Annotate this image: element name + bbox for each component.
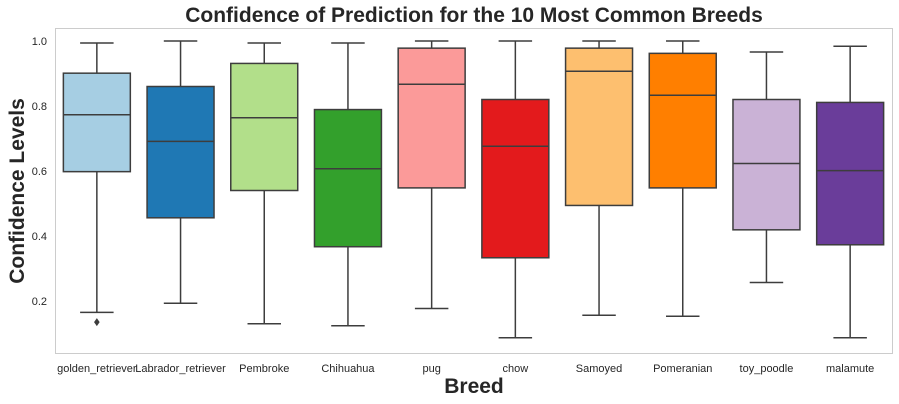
y-tick-label: 0.2 xyxy=(32,296,47,308)
x-tick-label: golden_retriever xyxy=(57,363,137,375)
outlier-point xyxy=(94,318,100,327)
x-tick-label: chow xyxy=(503,363,529,375)
box-Pembroke xyxy=(230,42,299,325)
y-axis-ticks: 0.2 0.4 0.6 0.8 1.0 xyxy=(32,36,47,308)
x-tick-label: Samoyed xyxy=(576,363,622,375)
x-tick-label: Chihuahua xyxy=(321,363,375,375)
box-toy_poodle xyxy=(732,51,801,284)
box-Chihuahua xyxy=(313,42,383,327)
y-tick-label: 0.6 xyxy=(32,166,47,178)
box-chow xyxy=(481,40,550,339)
iqr-box xyxy=(313,108,383,248)
box-malamute xyxy=(815,45,885,339)
x-axis-label: Breed xyxy=(444,375,504,398)
iqr-box xyxy=(648,52,717,189)
x-tick-label: Pembroke xyxy=(239,363,289,375)
iqr-box xyxy=(397,47,466,189)
x-tick-label: malamute xyxy=(826,363,874,375)
box-Labrador_retriever xyxy=(146,40,215,305)
iqr-box xyxy=(481,98,550,259)
boxes-layer xyxy=(62,40,885,339)
chart-title: Confidence of Prediction for the 10 Most… xyxy=(185,4,763,27)
box-pug xyxy=(397,40,466,310)
iqr-box xyxy=(564,47,634,207)
y-tick-label: 1.0 xyxy=(32,36,47,48)
iqr-box xyxy=(230,62,299,192)
x-tick-label: pug xyxy=(422,363,440,375)
y-tick-label: 0.8 xyxy=(32,101,47,113)
x-tick-label: Labrador_retriever xyxy=(135,363,226,375)
plot-frame xyxy=(55,28,893,354)
y-axis-label: Confidence Levels xyxy=(6,98,29,284)
x-tick-label: toy_poodle xyxy=(740,363,794,375)
x-tick-label: Pomeranian xyxy=(653,363,712,375)
box-Samoyed xyxy=(564,40,634,317)
box-Pomeranian xyxy=(648,40,717,318)
iqr-box xyxy=(62,72,132,173)
box-golden_retriever xyxy=(62,42,132,327)
iqr-box xyxy=(815,101,885,246)
iqr-box xyxy=(146,85,215,219)
iqr-box xyxy=(732,98,801,231)
y-tick-label: 0.4 xyxy=(32,231,47,243)
